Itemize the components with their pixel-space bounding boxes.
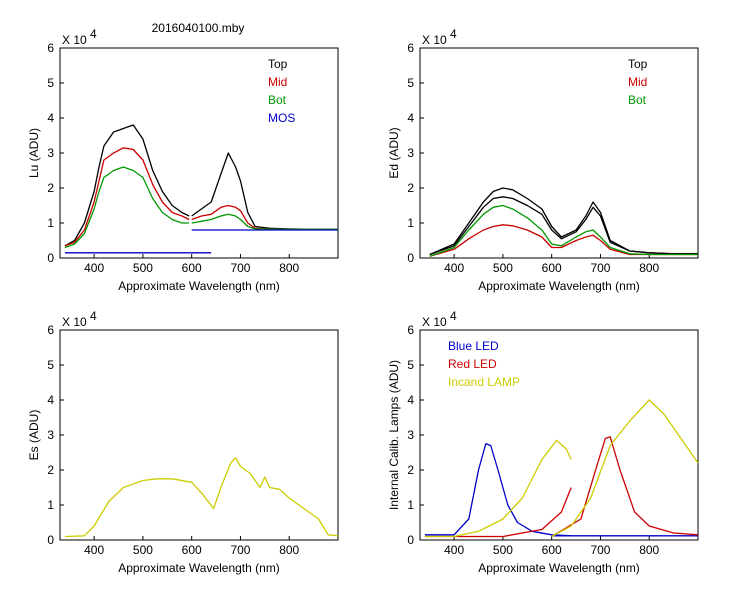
lu-xtick-label: 500 [133,261,153,275]
lu-ytick-label: 1 [47,216,54,230]
calib-exponent-power: 4 [450,309,457,323]
es-ytick-label: 1 [47,498,54,512]
ed-xtick-label: 600 [542,261,562,275]
ed-ytick-label: 6 [407,41,414,55]
ed-legend-mid: Mid [628,75,647,89]
lu-ytick-label: 5 [47,76,54,90]
calib-ytick-label: 1 [407,498,414,512]
lu-series-bot-line [64,166,190,249]
calib-series-red-led-line [424,487,572,538]
ed-exponent-label: X 10 [422,33,447,47]
lu-xtick-label: 400 [84,261,104,275]
calib-ytick-label: 3 [407,428,414,442]
ed-legend-top: Top [628,57,648,71]
es-xtick-label: 500 [133,543,153,557]
ed-xtick-label: 800 [639,261,659,275]
ed-xtick-label: 700 [590,261,610,275]
lu-ytick-label: 6 [47,41,54,55]
es-ytick-label: 6 [47,323,54,337]
calib-legend-blue-led: Blue LED [448,339,499,353]
lu-series-top-line [64,124,190,247]
calib-series-blue-led-line [424,443,572,537]
es-ytick-label: 3 [47,428,54,442]
es-ytick-label: 4 [47,393,54,407]
es-ylabel: Es (ADU) [27,410,41,461]
ed-ytick-label: 2 [407,181,414,195]
lu-exponent-power: 4 [90,27,97,41]
ed-series-mid-line [429,224,698,257]
calib-xtick-label: 500 [493,543,513,557]
calib-ytick-label: 5 [407,358,414,372]
lu-ytick-label: 3 [47,146,54,160]
lu-legend-top: Top [268,57,288,71]
calib-legend-red-led: Red LED [448,357,497,371]
ed-ytick-label: 1 [407,216,414,230]
es-ytick-label: 0 [47,533,54,547]
calib-xtick-label: 700 [590,543,610,557]
calib-legend-incand-lamp: Incand LAMP [448,375,520,389]
calib-ytick-label: 0 [407,533,414,547]
es-series-es-line [64,457,339,538]
ed-exponent-power: 4 [450,27,457,41]
calib-ylabel: Internal Calib. Lamps (ADU) [387,360,401,510]
ed-series-top-2-line [429,196,698,256]
lu-series-top-line [191,152,338,230]
calib-xlabel: Approximate Wavelength (nm) [478,561,640,575]
ed-xtick-label: 500 [493,261,513,275]
calib-ytick-label: 6 [407,323,414,337]
lu-legend-bot: Bot [268,93,287,107]
lu-series-mid-line [191,204,338,230]
figure-title: 2016040100.mby [152,21,245,35]
lu-exponent-label: X 10 [62,33,87,47]
lu-xtick-label: 700 [230,261,250,275]
lu-ylabel: Lu (ADU) [27,128,41,178]
ed-ytick-label: 3 [407,146,414,160]
ed-plot-frame [419,47,699,259]
es-xtick-label: 700 [230,543,250,557]
ed-ytick-label: 0 [407,251,414,265]
ed-ytick-label: 5 [407,76,414,90]
es-exponent-label: X 10 [62,315,87,329]
ed-ylabel: Ed (ADU) [387,127,401,178]
es-ytick-label: 5 [47,358,54,372]
ed-series-bot-line [429,204,698,257]
es-xtick-label: 400 [84,543,104,557]
es-xtick-label: 800 [279,543,299,557]
calib-ytick-label: 4 [407,393,414,407]
lu-ytick-label: 2 [47,181,54,195]
es-xlabel: Approximate Wavelength (nm) [118,561,280,575]
lu-xtick-label: 600 [182,261,202,275]
lu-ytick-label: 4 [47,111,54,125]
calib-xtick-label: 800 [639,543,659,557]
lu-series-mid-line [64,147,190,247]
lu-legend-mid: Mid [268,75,287,89]
calib-series-red-led-line [551,436,699,538]
es-plot-frame [59,329,339,541]
ed-legend-bot: Bot [628,93,647,107]
es-xtick-label: 600 [182,543,202,557]
calib-ytick-label: 2 [407,463,414,477]
lu-xtick-label: 800 [279,261,299,275]
es-exponent-power: 4 [90,309,97,323]
lu-xlabel: Approximate Wavelength (nm) [118,279,280,293]
lu-series-bot-line [191,213,338,230]
calib-xtick-label: 400 [444,543,464,557]
lu-legend-mos: MOS [268,111,295,125]
calib-exponent-label: X 10 [422,315,447,329]
calib-series-incand-lamp-line [551,399,699,538]
ed-ytick-label: 4 [407,111,414,125]
calib-xtick-label: 600 [542,543,562,557]
ed-xlabel: Approximate Wavelength (nm) [478,279,640,293]
ed-xtick-label: 400 [444,261,464,275]
es-ytick-label: 2 [47,463,54,477]
lu-ytick-label: 0 [47,251,54,265]
calib-series-incand-lamp-line [424,439,572,538]
